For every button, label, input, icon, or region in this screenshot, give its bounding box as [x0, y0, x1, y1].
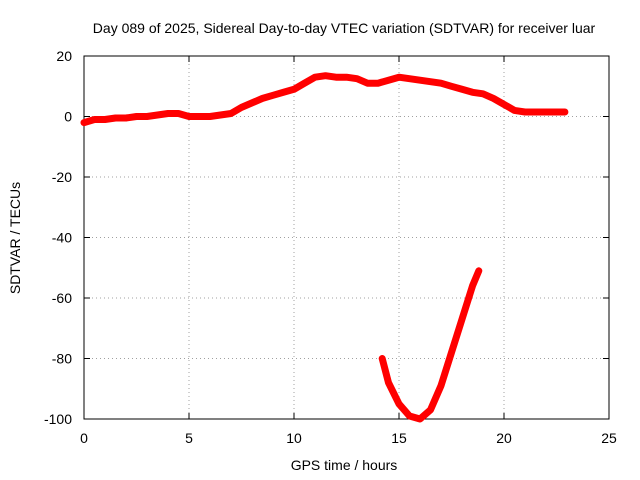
y-tick-label: -20 — [52, 169, 72, 185]
series-line-2 — [378, 267, 483, 423]
x-axis-label: GPS time / hours — [291, 457, 398, 473]
y-tick-label: -80 — [52, 351, 72, 367]
y-tick-label: -100 — [44, 411, 72, 427]
x-tick-label: 0 — [80, 430, 88, 446]
y-tick-label: 20 — [56, 48, 72, 64]
x-tick-label: 5 — [185, 430, 193, 446]
x-tick-label: 20 — [496, 430, 512, 446]
x-tick-label: 10 — [286, 430, 302, 446]
y-axis-label: SDTVAR / TECUs — [7, 182, 23, 294]
x-tick-label: 25 — [601, 430, 617, 446]
y-tick-label: -60 — [52, 290, 72, 306]
series-line-1 — [80, 72, 569, 127]
data-series — [80, 72, 569, 423]
axis-ticks: 0 5 10 15 20 25 -100 -80 -60 -40 -20 0 20 — [44, 48, 617, 446]
y-tick-label: 0 — [64, 109, 72, 125]
y-tick-label: -40 — [52, 230, 72, 246]
chart-title: Day 089 of 2025, Sidereal Day-to-day VTE… — [93, 20, 596, 36]
x-tick-label: 15 — [391, 430, 407, 446]
